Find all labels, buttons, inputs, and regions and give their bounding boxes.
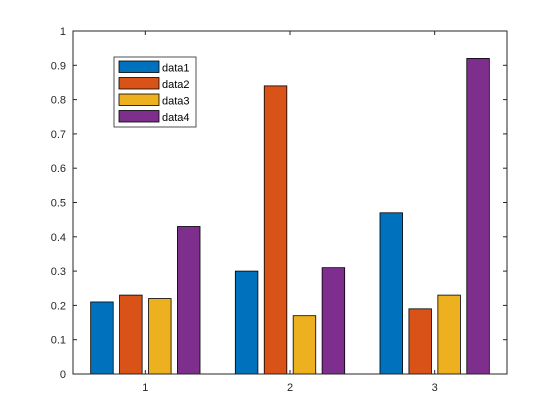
bar-data2-1: [119, 294, 143, 375]
x-tick-label: 1: [142, 382, 148, 394]
bar-data3-3: [437, 294, 461, 375]
x-axis-ticks: 1 2 3: [142, 31, 438, 394]
bar-data1-1: [90, 301, 114, 375]
legend-label-data3: data3: [162, 96, 190, 108]
legend-swatch-data2: [118, 77, 160, 90]
x-tick-label: 2: [287, 382, 293, 394]
x-tick-label: 3: [432, 382, 438, 394]
legend: data1 data2 data3 data4: [113, 56, 197, 128]
bar-data4-2: [321, 267, 346, 375]
legend-swatch-data4: [118, 110, 160, 123]
legend-swatch-data3: [118, 93, 160, 106]
legend-label-data4: data4: [162, 112, 190, 124]
legend-swatch-data1: [118, 60, 160, 73]
plot-frame: [72, 30, 508, 375]
legend-label-data1: data1: [162, 63, 190, 75]
bar-data3-2: [292, 315, 317, 375]
bars-group: [90, 58, 490, 375]
bar-data1-3: [379, 212, 403, 375]
y-tick-label: 0.7: [51, 129, 66, 141]
bar-data4-3: [466, 58, 490, 375]
y-tick-label: 0.1: [51, 335, 66, 347]
y-tick-label: 0.9: [51, 60, 66, 72]
bar-data4-1: [177, 226, 201, 375]
y-tick-label: 0.8: [51, 95, 66, 107]
y-tick-label: 0: [60, 369, 66, 381]
y-tick-label: 0.4: [51, 232, 66, 244]
bar-data1-2: [234, 270, 259, 375]
legend-label-data2: data2: [162, 79, 190, 91]
bar-data3-1: [148, 298, 172, 375]
bar-data2-2: [263, 85, 288, 375]
y-tick-label: 0.6: [51, 163, 66, 175]
y-tick-label: 0.3: [51, 266, 66, 278]
bar-data2-3: [408, 308, 432, 375]
y-tick-label: 0.5: [51, 198, 66, 210]
y-tick-label: 0.2: [51, 300, 66, 312]
y-tick-label: 1: [60, 26, 66, 38]
